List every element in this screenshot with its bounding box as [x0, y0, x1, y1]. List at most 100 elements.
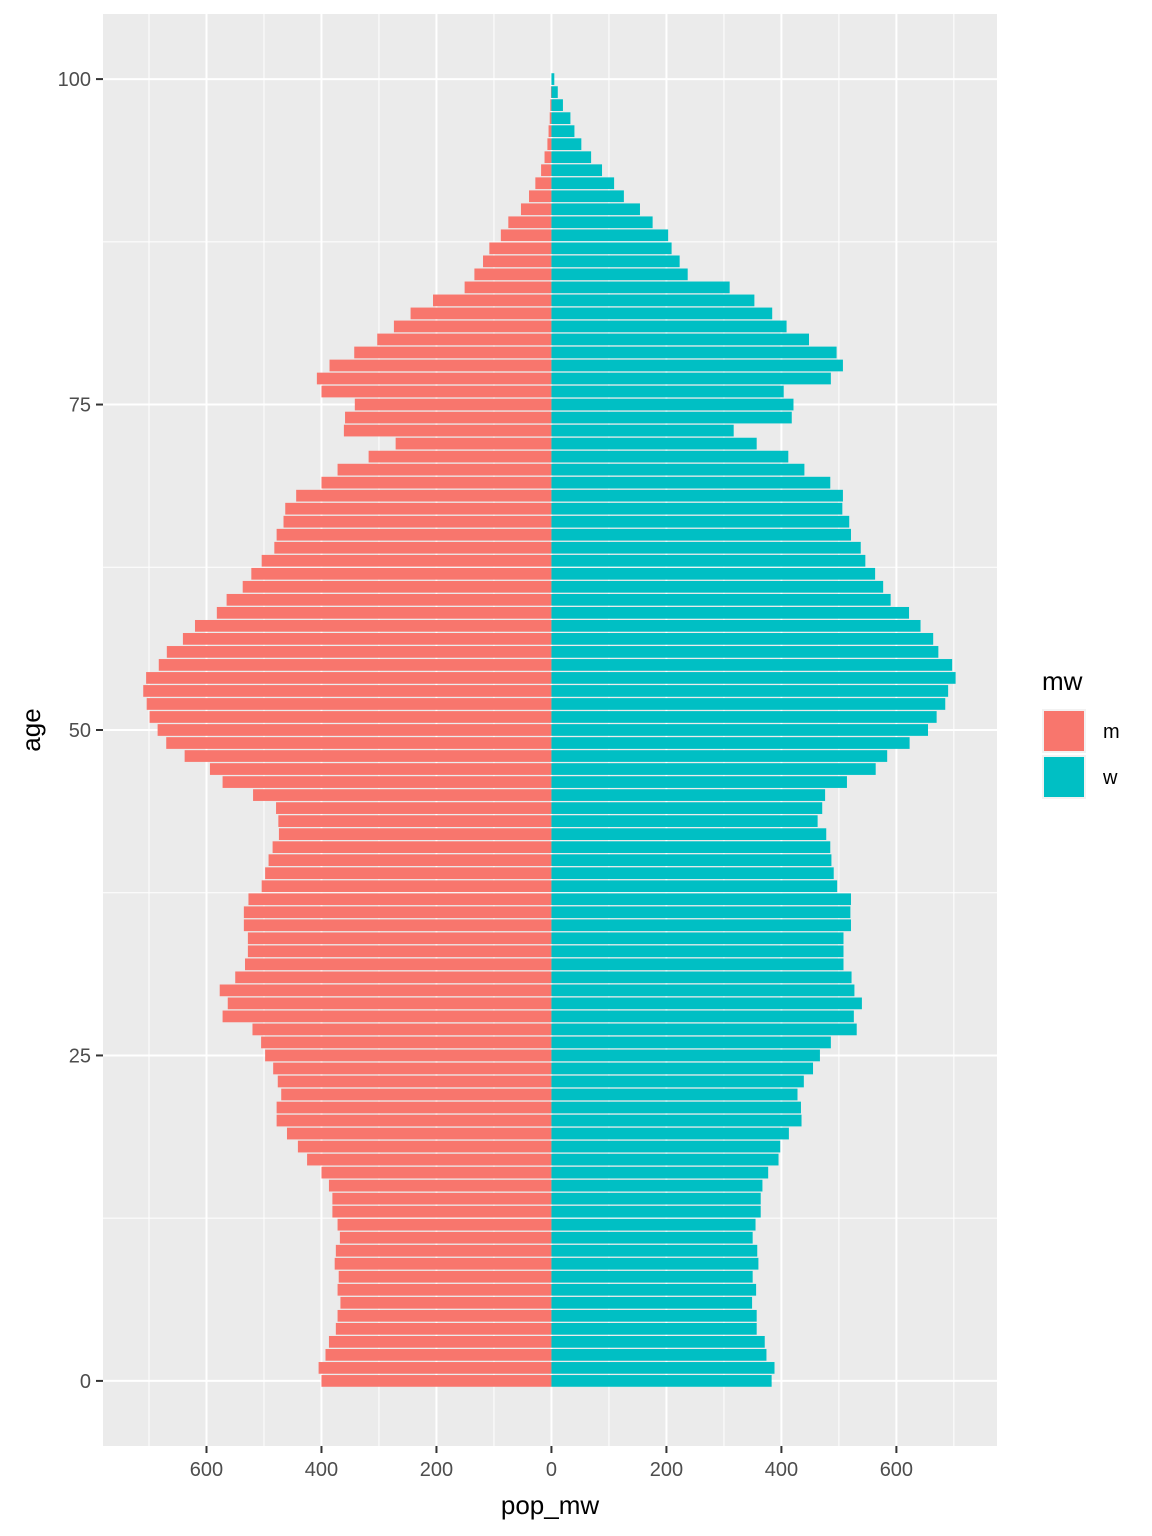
bar-w-age-66 — [551, 515, 850, 528]
bar-w-age-46 — [551, 776, 847, 788]
bar-w-age-22 — [551, 1088, 798, 1101]
bar-m-age-96 — [548, 125, 552, 138]
bar-m-age-23 — [277, 1075, 552, 1088]
bar-w-age-89 — [551, 216, 653, 229]
bar-m-age-45 — [253, 789, 552, 801]
bar-m-age-32 — [245, 958, 552, 971]
legend: mw m w — [1042, 666, 1120, 799]
series-w-bars — [551, 73, 956, 1387]
bar-w-age-54 — [551, 672, 956, 684]
legend-swatch-m — [1044, 711, 1084, 751]
bar-w-age-40 — [551, 854, 832, 867]
bar-w-age-0 — [551, 1375, 772, 1387]
bar-w-age-95 — [551, 138, 582, 151]
bar-w-age-28 — [551, 1010, 854, 1023]
bar-m-age-8 — [338, 1270, 552, 1283]
bar-m-age-38 — [261, 880, 552, 893]
legend-swatch-w — [1044, 757, 1084, 797]
bar-w-age-26 — [551, 1036, 831, 1049]
bar-m-age-71 — [368, 450, 552, 463]
bar-w-age-17 — [551, 1153, 779, 1166]
bar-w-age-76 — [551, 385, 784, 398]
bar-w-age-29 — [551, 997, 862, 1010]
bar-w-age-24 — [551, 1062, 814, 1075]
bar-w-age-50 — [551, 724, 929, 736]
bar-m-age-10 — [335, 1244, 552, 1257]
bar-m-age-41 — [272, 841, 552, 854]
bar-w-age-32 — [551, 958, 844, 971]
bar-m-age-84 — [464, 281, 552, 294]
bar-m-age-70 — [337, 463, 552, 476]
bar-m-age-9 — [334, 1257, 552, 1270]
bar-w-age-80 — [551, 333, 810, 346]
bar-w-age-16 — [551, 1166, 769, 1179]
bar-m-age-98 — [550, 99, 552, 111]
bar-w-age-47 — [551, 763, 876, 775]
bar-m-age-80 — [377, 333, 552, 346]
x-tick-label: 400 — [305, 1459, 338, 1481]
bar-m-age-26 — [261, 1036, 552, 1049]
bar-m-age-1 — [318, 1362, 552, 1374]
bar-w-age-73 — [551, 424, 734, 437]
bar-m-age-43 — [278, 815, 552, 827]
bar-m-age-74 — [345, 411, 552, 424]
bar-w-age-75 — [551, 398, 794, 411]
bar-w-age-74 — [551, 411, 792, 424]
bar-m-age-18 — [297, 1140, 552, 1153]
bar-m-age-55 — [158, 659, 552, 671]
bar-m-age-62 — [251, 567, 552, 580]
bar-m-age-69 — [321, 476, 552, 489]
bar-m-age-13 — [332, 1205, 552, 1218]
bar-m-age-91 — [529, 190, 552, 203]
bar-w-age-9 — [551, 1257, 759, 1270]
bar-m-age-92 — [535, 177, 552, 190]
bar-m-age-11 — [339, 1231, 552, 1244]
bar-m-age-15 — [328, 1179, 552, 1192]
bar-w-age-19 — [551, 1127, 789, 1140]
bar-m-age-12 — [337, 1218, 552, 1231]
bar-m-age-67 — [285, 502, 552, 515]
bar-w-age-61 — [551, 580, 884, 593]
x-tick-label: 200 — [420, 1459, 453, 1481]
bar-w-age-88 — [551, 229, 669, 242]
bar-w-age-77 — [551, 372, 831, 385]
bar-w-age-71 — [551, 450, 789, 463]
bar-m-age-94 — [544, 151, 552, 164]
bar-m-age-6 — [340, 1296, 552, 1309]
bar-w-age-5 — [551, 1309, 757, 1322]
bar-w-age-64 — [551, 541, 861, 554]
y-tick-label: 100 — [58, 69, 91, 91]
bar-m-age-95 — [547, 138, 552, 151]
bar-w-age-6 — [551, 1296, 753, 1309]
bar-w-age-18 — [551, 1140, 781, 1153]
x-tick-label: 200 — [650, 1459, 683, 1481]
bar-m-age-0 — [321, 1375, 552, 1387]
bar-m-age-99 — [550, 86, 552, 98]
bar-m-age-85 — [474, 268, 552, 281]
bar-m-age-33 — [247, 945, 552, 958]
bar-m-age-53 — [143, 685, 552, 697]
bar-w-age-7 — [551, 1283, 757, 1296]
bar-m-age-63 — [261, 554, 552, 567]
bar-w-age-33 — [551, 945, 844, 958]
bar-m-age-16 — [321, 1166, 552, 1179]
bar-w-age-21 — [551, 1101, 801, 1114]
bar-m-age-76 — [321, 385, 552, 398]
bar-m-age-21 — [276, 1101, 552, 1114]
bar-w-age-25 — [551, 1049, 820, 1062]
bar-m-age-89 — [508, 216, 552, 229]
bar-m-age-7 — [337, 1283, 552, 1296]
bar-w-age-98 — [551, 99, 563, 111]
bar-w-age-27 — [551, 1023, 857, 1036]
bar-m-age-19 — [286, 1127, 552, 1140]
bar-w-age-42 — [551, 828, 827, 841]
bar-w-age-14 — [551, 1192, 761, 1205]
bar-w-age-97 — [551, 112, 571, 125]
bar-w-age-49 — [551, 737, 910, 749]
bar-m-age-42 — [278, 828, 552, 841]
bar-w-age-70 — [551, 463, 805, 476]
bar-m-age-49 — [166, 737, 552, 749]
bar-m-age-25 — [265, 1049, 552, 1062]
bar-w-age-45 — [551, 789, 826, 801]
